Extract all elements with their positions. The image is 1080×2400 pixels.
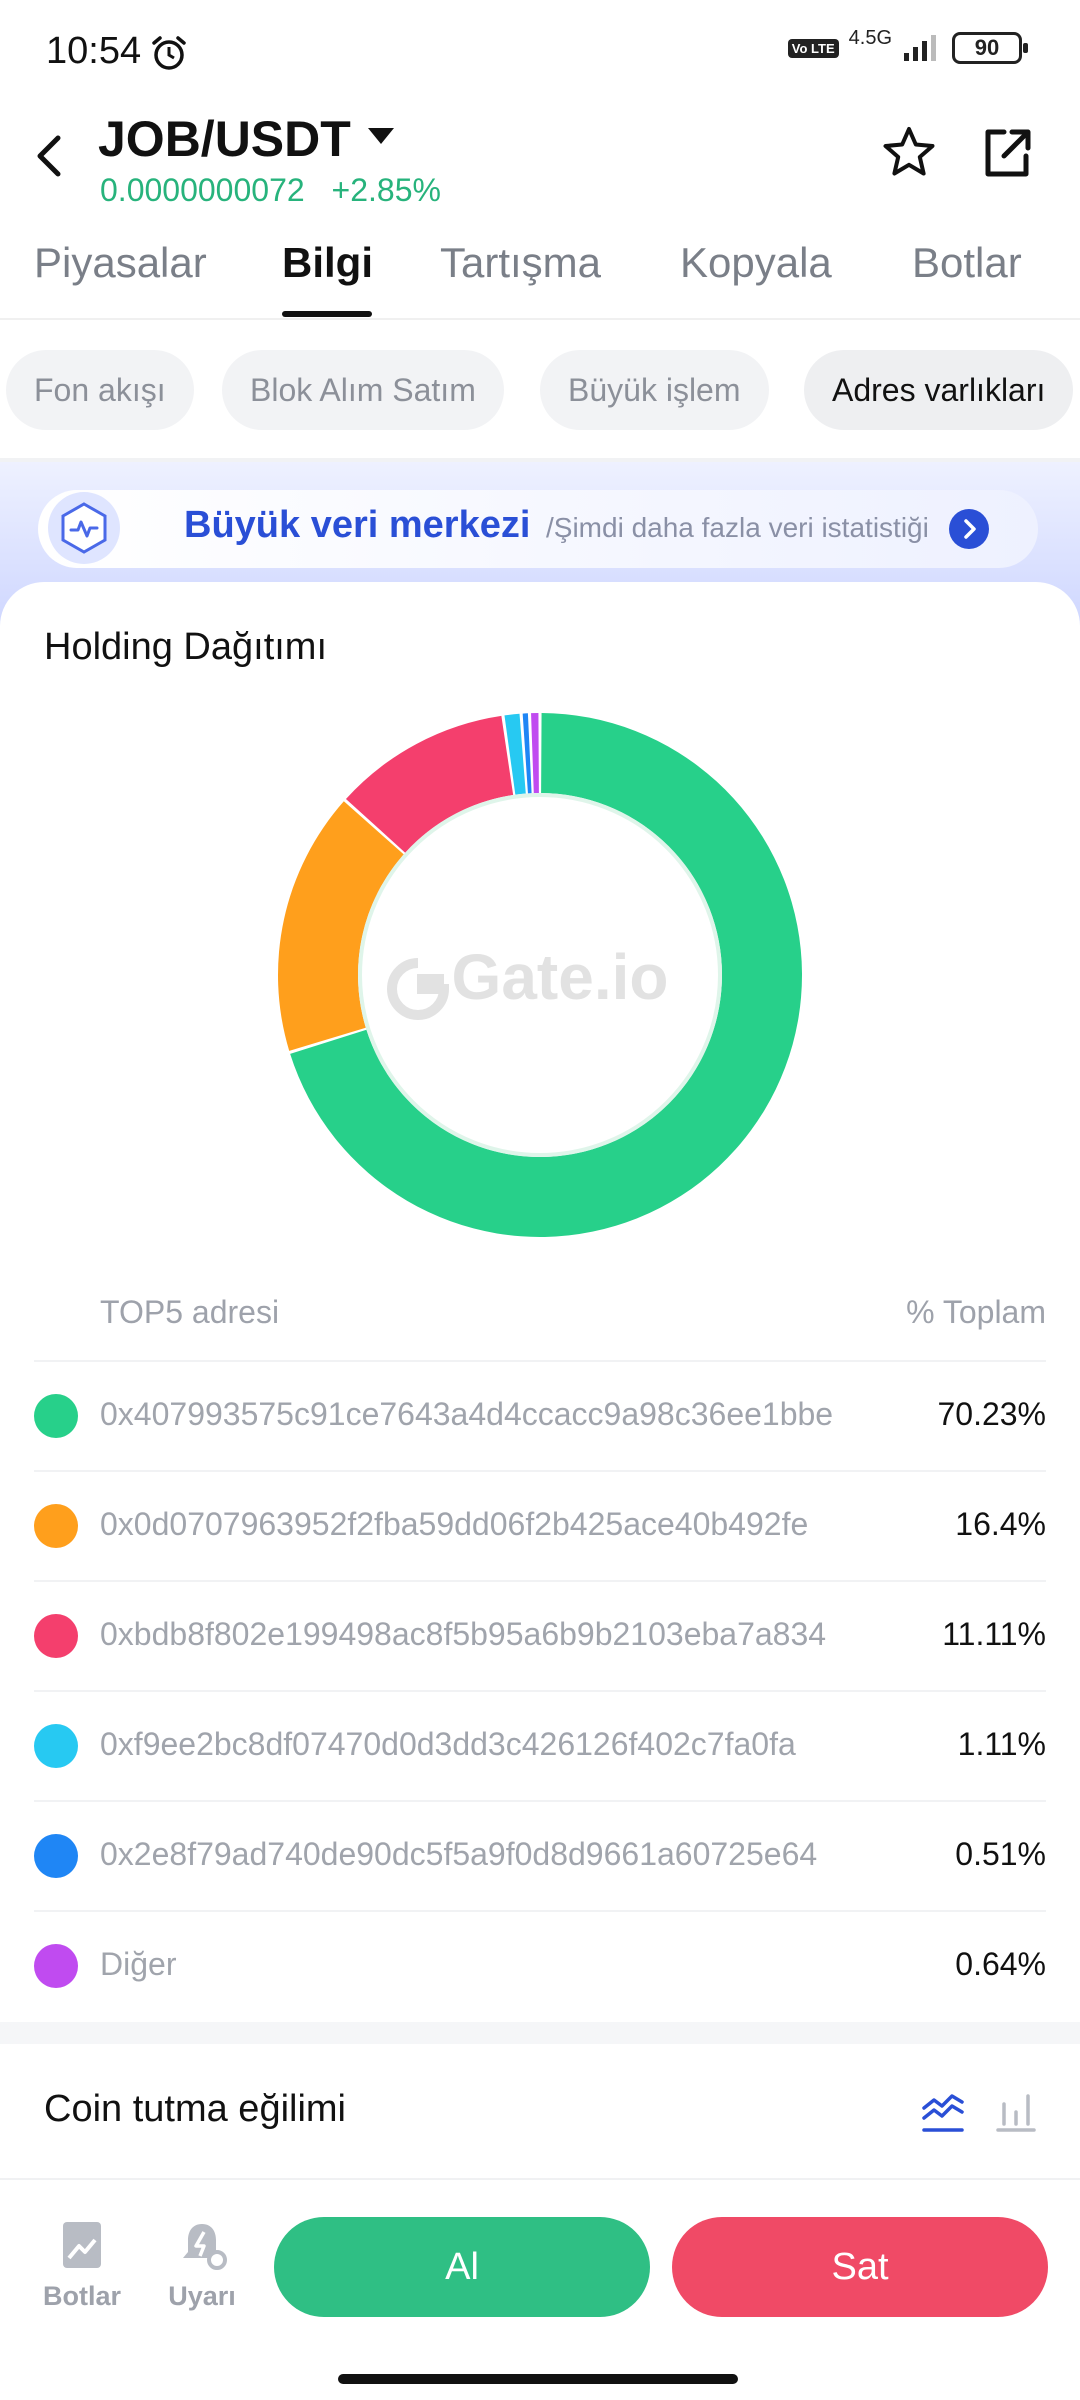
chip-buyuk-islem[interactable]: Büyük işlem [540, 350, 769, 430]
signal-icon [904, 35, 936, 61]
volte-badge: Vo LTE [787, 38, 839, 58]
home-indicator[interactable] [338, 2374, 738, 2384]
section-gap [0, 2022, 1080, 2044]
holding-legend: 0x407993575c91ce7643a4d4ccacc9a98c36ee1b… [0, 1360, 1080, 2020]
column-top5: TOP5 adresi [100, 1294, 280, 1330]
legend-dot [34, 1834, 78, 1878]
tab-tartisma[interactable]: Tartışma [440, 239, 602, 286]
legend-dot [34, 1724, 78, 1768]
status-time: 10:54 [46, 30, 142, 72]
chip-blok-alim-satim[interactable]: Blok Alım Satım [222, 350, 504, 430]
data-center-icon [48, 492, 120, 564]
price-change: +2.85% [331, 172, 441, 208]
donut-slice [522, 713, 532, 794]
donut-slice [278, 801, 404, 1051]
legend-percent: 70.23% [937, 1396, 1046, 1432]
alert-button[interactable]: Uyarı [152, 2218, 252, 2312]
column-total-percent: % Toplam [906, 1294, 1046, 1330]
legend-address: 0x2e8f79ad740de90dc5f5a9f0d8d9661a60725e… [100, 1836, 818, 1872]
holding-title: Holding Dağıtımı [44, 626, 328, 668]
divider [0, 458, 1080, 462]
legend-row[interactable]: 0x2e8f79ad740de90dc5f5a9f0d8d9661a60725e… [34, 1800, 1046, 1910]
donut-slice [504, 713, 526, 795]
legend-row[interactable]: 0xf9ee2bc8df07470d0d3dd3c426126f402c7fa0… [34, 1690, 1046, 1800]
legend-address: 0xf9ee2bc8df07470d0d3dd3c426126f402c7fa0… [100, 1726, 796, 1762]
legend-dot [34, 1394, 78, 1438]
legend-row[interactable]: Diğer 0.64% [34, 1910, 1046, 2020]
donut-slice [345, 715, 514, 853]
legend-row[interactable]: 0x0d0707963952f2fba59dd06f2b425ace40b492… [34, 1470, 1046, 1580]
caret-down-icon[interactable] [366, 124, 396, 148]
alarm-icon [152, 36, 186, 70]
bots-button[interactable]: Botlar [32, 2218, 132, 2312]
legend-dot [34, 1944, 78, 1988]
trend-title: Coin tutma eğilimi [44, 2088, 346, 2130]
battery-indicator: 90 [952, 32, 1028, 64]
share-external-icon[interactable] [980, 126, 1034, 180]
legend-percent: 0.51% [955, 1836, 1046, 1872]
bots-icon [63, 2222, 101, 2268]
alert-bell-icon [183, 2224, 227, 2270]
legend-header: TOP5 adresi % Toplam [0, 1280, 1080, 1360]
tab-piyasalar[interactable]: Piyasalar [34, 239, 207, 286]
line-chart-icon[interactable] [920, 2088, 966, 2134]
legend-row[interactable]: 0x407993575c91ce7643a4d4ccacc9a98c36ee1b… [34, 1360, 1046, 1470]
legend-percent: 0.64% [955, 1946, 1046, 1982]
chevron-right-icon[interactable] [948, 508, 990, 550]
legend-percent: 16.4% [955, 1506, 1046, 1542]
donut-slice [290, 713, 802, 1237]
bar-chart-icon[interactable] [996, 2088, 1036, 2134]
legend-address: Diğer [100, 1946, 177, 1982]
legend-percent: 1.11% [957, 1726, 1046, 1762]
tab-bilgi[interactable]: Bilgi [282, 239, 373, 286]
legend-dot [34, 1504, 78, 1548]
big-data-banner[interactable] [38, 490, 1038, 568]
banner-title: Büyük veri merkezi [184, 504, 531, 546]
sell-button[interactable]: Sat [672, 2217, 1048, 2317]
legend-row[interactable]: 0xbdb8f802e199498ac8f5b95a6b9b2103eba7a8… [34, 1580, 1046, 1690]
holding-card [0, 582, 1080, 2022]
bots-label: Botlar [42, 2281, 121, 2311]
watermark-text: Gate.io [452, 941, 669, 1013]
gate-io-logo [387, 958, 450, 1020]
tab-kopyala[interactable]: Kopyala [680, 239, 832, 286]
active-tab-indicator [282, 311, 372, 317]
chip-adres-varliklari[interactable]: Adres varlıkları [804, 350, 1074, 430]
holding-donut-chart: Gate.io [278, 713, 802, 1237]
legend-percent: 11.11% [942, 1616, 1046, 1652]
header: JOB/USDT 0.0000000072 +2.85% [0, 100, 1080, 220]
filter-chips: Fon akışı Blok Alım Satım Büyük işlem Ad… [0, 350, 1080, 434]
status-bar: 10:54 Vo LTE 4.5G 90 [0, 0, 1080, 100]
legend-address: 0x407993575c91ce7643a4d4ccacc9a98c36ee1b… [100, 1396, 834, 1432]
alert-label: Uyarı [168, 2281, 236, 2311]
buy-button[interactable]: Al [274, 2217, 650, 2317]
price-line: 0.0000000072 +2.85% [100, 172, 441, 209]
last-price: 0.0000000072 [100, 172, 305, 208]
banner-subtitle: /Şimdi daha fazla veri istatistiği [546, 512, 929, 543]
donut-slice [531, 713, 539, 794]
back-arrow-icon[interactable] [30, 128, 70, 184]
pair-title[interactable]: JOB/USDT [98, 111, 351, 167]
legend-dot [34, 1614, 78, 1658]
legend-address: 0xbdb8f802e199498ac8f5b95a6b9b2103eba7a8… [100, 1616, 827, 1652]
tab-bar: Piyasalar Bilgi Tartışma Kopyala Botlar [0, 225, 1080, 320]
network-type: 4.5G [848, 26, 892, 49]
chip-fon-akisi[interactable]: Fon akışı [6, 350, 194, 430]
tab-botlar[interactable]: Botlar [912, 239, 1022, 286]
star-icon[interactable] [880, 124, 938, 182]
legend-address: 0x0d0707963952f2fba59dd06f2b425ace40b492… [100, 1506, 809, 1542]
